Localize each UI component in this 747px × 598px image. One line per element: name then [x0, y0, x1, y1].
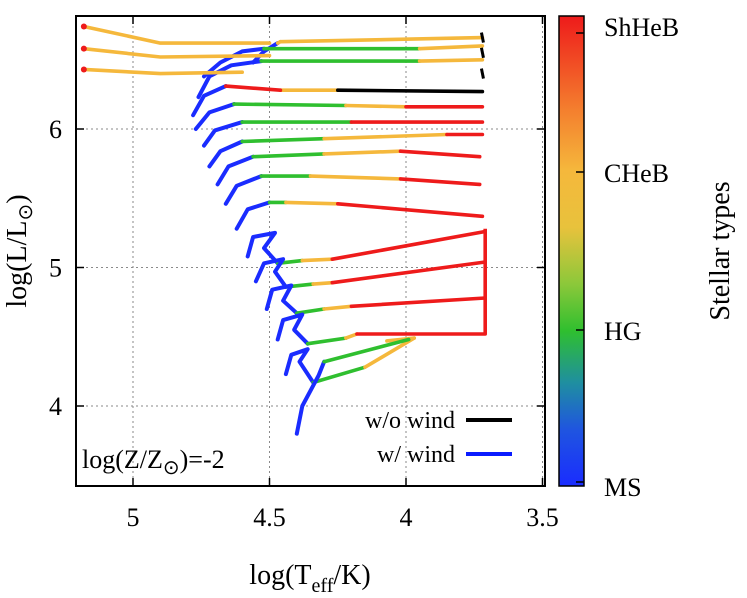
x-tick-label: 5: [127, 503, 140, 532]
track-segment-shheb: [398, 149, 482, 159]
track-segment-cheb: [363, 336, 417, 370]
track-segment-black_seg: [335, 88, 485, 94]
metallicity-annotation: log(Z/Z⊙)=-2: [82, 445, 225, 479]
track-segment-hg: [240, 136, 326, 144]
legend-label-wind: w/ wind: [377, 442, 455, 468]
y-tick-label: 4: [49, 392, 62, 421]
track-segment-ms: [193, 102, 236, 131]
track-segment-cheb_topleft: [82, 24, 272, 45]
track-segment-hg: [232, 102, 348, 108]
track-segment-cheb: [284, 200, 340, 206]
track-segment-ms: [202, 120, 245, 148]
colorbar: ShHeB CHeB HG MS Stellar types: [558, 13, 736, 502]
track-segment-cheb: [322, 149, 403, 156]
track-segment-hg: [322, 337, 411, 364]
legend-label-no-wind: w/o wind: [365, 408, 455, 434]
track-segment-ms: [215, 154, 256, 187]
track-segment-ms: [245, 230, 280, 266]
colorbar-label-hg: HG: [604, 317, 642, 346]
x-tick-label: 4: [400, 503, 413, 532]
track-segment-cheb: [322, 132, 449, 141]
x-axis-title: log(Teff/K): [249, 560, 370, 597]
track-segment-cheb_topleft: [82, 46, 272, 59]
y-axis-title: log(L/L⊙): [2, 194, 37, 307]
track-segment-ms: [191, 84, 228, 118]
track-segment-shheb: [398, 177, 482, 187]
y-tick-label: 5: [49, 254, 62, 283]
track-segment-cheb: [344, 103, 408, 109]
y-tick-label: 6: [49, 115, 62, 144]
track-start-dot: [80, 66, 87, 73]
grid: [76, 16, 545, 486]
track-segment-shheb: [335, 202, 485, 219]
plot-frame: [75, 15, 546, 487]
track-segment-cheb: [322, 304, 354, 311]
track-segment-cheb: [278, 35, 485, 44]
colorbar-label-ms: MS: [604, 473, 642, 502]
track-segment-ms: [275, 312, 310, 346]
track-segment-shheb: [330, 229, 488, 262]
colorbar-gradient: [558, 15, 585, 487]
track-segment-ms: [294, 359, 327, 436]
track-segment-cheb: [311, 280, 335, 286]
x-tick-label: 4.5: [253, 503, 286, 532]
axis-ticks: 5 4.5 4 3.5 4 5 6: [49, 16, 559, 532]
colorbar-title: Stellar types: [705, 181, 736, 320]
track-segment-ms: [196, 59, 264, 100]
track-segment-cheb: [300, 257, 335, 263]
track-segment-hg: [305, 336, 348, 346]
track-segment-cheb: [417, 44, 485, 51]
track-segment-hg: [251, 152, 326, 159]
track-segment-ms: [207, 139, 245, 169]
stellar-tracks: [80, 23, 488, 436]
track-segment-shheb: [330, 260, 488, 285]
track-segment-cheb: [344, 332, 359, 340]
x-tick-label: 3.5: [526, 503, 559, 532]
track-segment-ms: [234, 200, 272, 231]
track-end-marker: [479, 68, 485, 79]
track-segment-ms: [264, 283, 299, 316]
track-segment-hg: [311, 365, 367, 385]
track-segment-ms: [223, 174, 264, 206]
track-segment-shheb: [224, 84, 283, 92]
track-segment-shheb: [349, 296, 488, 309]
colorbar-label-shheb: ShHeB: [604, 13, 679, 42]
track-segment-ms: [253, 257, 288, 289]
track-start-dot: [80, 45, 87, 52]
legend: w/o wind w/ wind: [365, 408, 512, 468]
track-end-marker: [479, 47, 485, 59]
colorbar-label-cheb: CHeB: [604, 159, 669, 188]
track-segment-cheb: [417, 57, 485, 63]
track-segment-ms: [251, 41, 280, 65]
track-segment-cheb_topleft: [82, 67, 244, 76]
track-start-dot: [80, 23, 87, 30]
track-segment-ms: [283, 347, 316, 385]
track-end-marker: [479, 32, 485, 43]
track-segment-cheb: [308, 174, 403, 181]
track-segment-hg: [294, 307, 326, 316]
